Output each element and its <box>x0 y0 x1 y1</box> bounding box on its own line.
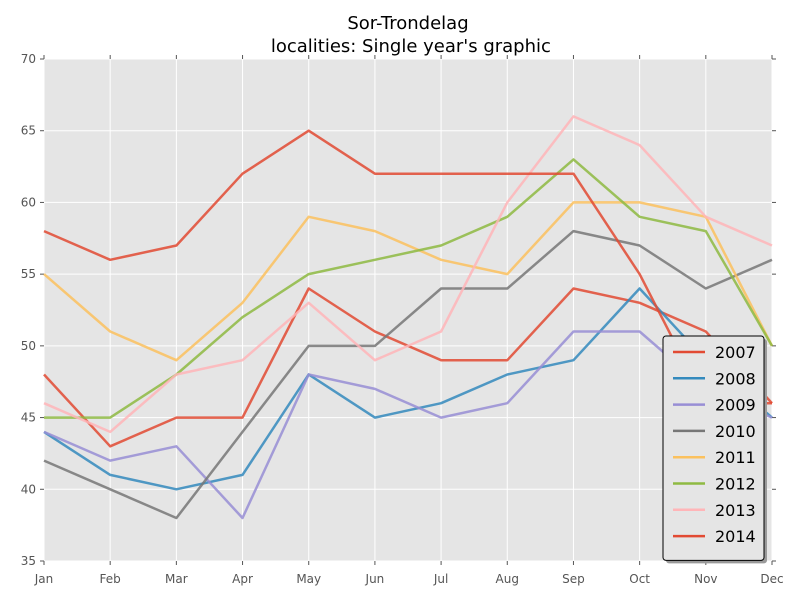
legend-label-2014: 2014 <box>715 527 756 546</box>
x-tick-label: Jul <box>433 572 448 586</box>
series-line-2013 <box>43 115 773 434</box>
x-tick-label: May <box>296 572 321 586</box>
y-tick-label: 60 <box>21 195 36 209</box>
legend-label-2007: 2007 <box>715 343 756 362</box>
y-tick-label: 35 <box>21 554 36 568</box>
legend-label-2010: 2010 <box>715 422 756 441</box>
x-tick-label: Nov <box>694 572 717 586</box>
x-tick-label: Sep <box>562 572 585 586</box>
plot-area <box>43 58 773 562</box>
y-tick-label: 55 <box>21 267 36 281</box>
y-tick-label: 65 <box>21 124 36 138</box>
y-tick-label: 70 <box>21 52 36 66</box>
chart-title-line1: Sor-Trondelag <box>347 13 468 34</box>
plot-background <box>44 59 772 561</box>
x-tick-label: Oct <box>629 572 650 586</box>
series-line-2008 <box>43 287 773 491</box>
legend-label-2011: 2011 <box>715 448 756 467</box>
y-tick-label: 40 <box>21 482 36 496</box>
legend-label-2012: 2012 <box>715 475 756 494</box>
x-tick-label: Jun <box>365 572 385 586</box>
series-line-2014 <box>43 129 772 405</box>
legend: 2007 2008 2009 2010 2011 2012 2013 2014 <box>662 335 767 564</box>
legend-label-2009: 2009 <box>715 396 756 415</box>
x-tick-label: Aug <box>496 572 519 586</box>
x-tick-label: Mar <box>165 572 188 586</box>
x-axis: Jan Feb Mar Apr May Jun Jul Aug Sep Oct Nov Dec <box>34 55 784 586</box>
legend-label-2013: 2013 <box>715 501 756 520</box>
y-tick-label: 50 <box>21 339 36 353</box>
legend-label-2008: 2008 <box>715 369 756 388</box>
x-tick-label: Feb <box>100 572 121 586</box>
series-line-2009 <box>43 330 773 520</box>
series-line-2011 <box>43 201 774 362</box>
series-lines <box>43 115 774 520</box>
legend-box <box>662 335 765 561</box>
series-line-2012 <box>44 158 774 419</box>
x-tick-label: Apr <box>232 572 253 586</box>
chart-title-line2: localities: Single year's graphic <box>265 36 551 57</box>
y-axis: 35 40 45 50 55 60 65 70 <box>21 52 776 568</box>
x-tick-label: Jan <box>34 572 54 586</box>
x-tick-label: Dec <box>760 572 783 586</box>
series-line-2010 <box>43 229 773 520</box>
y-tick-label: 45 <box>21 411 36 425</box>
